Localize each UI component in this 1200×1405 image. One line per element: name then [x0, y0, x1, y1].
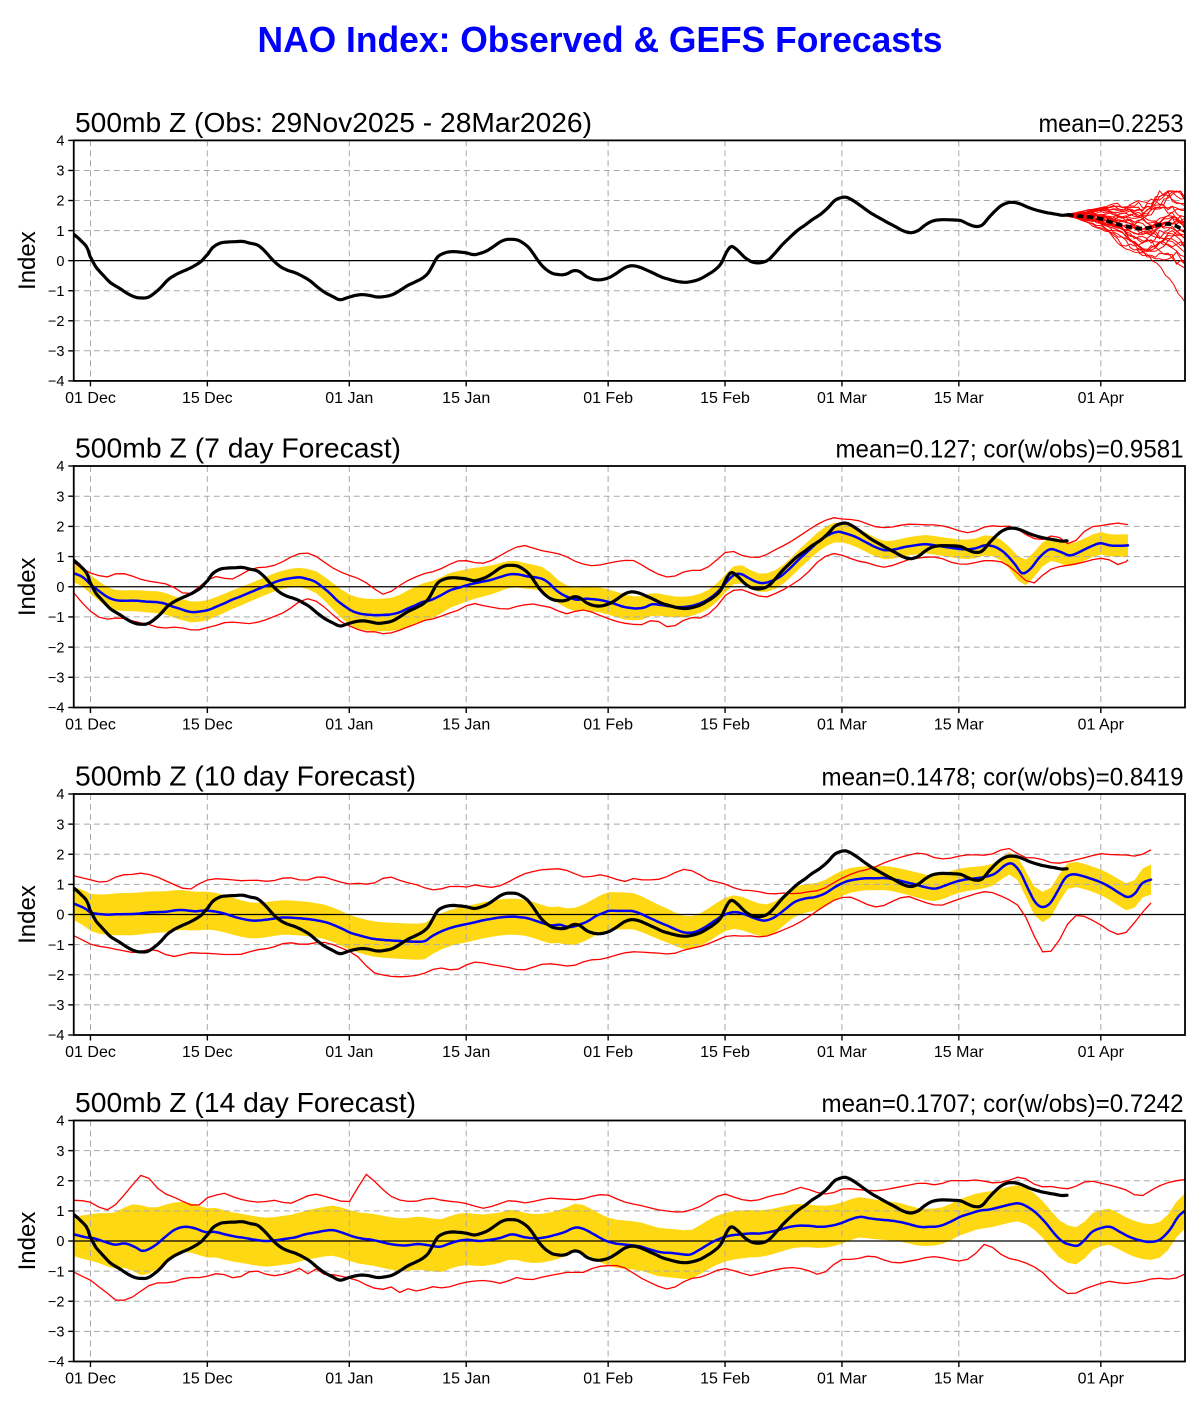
- svg-text:4: 4: [56, 459, 64, 475]
- svg-text:01 Dec: 01 Dec: [65, 717, 116, 734]
- svg-text:01 Mar: 01 Mar: [817, 717, 867, 734]
- svg-text:0: 0: [56, 254, 64, 270]
- svg-text:01 Dec: 01 Dec: [65, 1371, 116, 1388]
- svg-text:15 Feb: 15 Feb: [700, 1044, 750, 1061]
- svg-text:−1: −1: [48, 1264, 65, 1280]
- svg-text:500mb Z (10 day Forecast): 500mb Z (10 day Forecast): [75, 761, 416, 792]
- svg-text:−3: −3: [48, 344, 65, 360]
- svg-text:01 Mar: 01 Mar: [817, 390, 867, 407]
- svg-text:15 Dec: 15 Dec: [182, 1044, 233, 1061]
- svg-text:01 Mar: 01 Mar: [817, 1371, 867, 1388]
- svg-text:01 Feb: 01 Feb: [583, 1371, 633, 1388]
- svg-text:−4: −4: [48, 701, 65, 717]
- svg-text:15 Feb: 15 Feb: [700, 717, 750, 734]
- svg-text:−3: −3: [48, 1325, 65, 1341]
- svg-text:01 Dec: 01 Dec: [65, 1044, 116, 1061]
- svg-text:−4: −4: [48, 1028, 65, 1044]
- svg-text:01 Feb: 01 Feb: [583, 1044, 633, 1061]
- svg-text:3: 3: [56, 489, 64, 505]
- svg-text:3: 3: [56, 1144, 64, 1160]
- svg-text:01 Jan: 01 Jan: [325, 717, 373, 734]
- svg-text:2: 2: [56, 1174, 64, 1190]
- svg-text:15 Dec: 15 Dec: [182, 1371, 233, 1388]
- svg-text:−1: −1: [48, 284, 65, 300]
- svg-text:500mb Z (7 day Forecast): 500mb Z (7 day Forecast): [75, 433, 401, 464]
- svg-text:Index: Index: [14, 557, 41, 616]
- svg-text:01 Mar: 01 Mar: [817, 1044, 867, 1061]
- svg-text:15 Mar: 15 Mar: [934, 390, 984, 407]
- svg-text:1: 1: [56, 224, 64, 240]
- svg-text:4: 4: [56, 134, 64, 150]
- svg-text:01 Apr: 01 Apr: [1078, 390, 1125, 407]
- svg-text:01 Feb: 01 Feb: [583, 717, 633, 734]
- svg-text:Index: Index: [14, 1212, 41, 1271]
- svg-text:−4: −4: [48, 1355, 65, 1371]
- svg-text:3: 3: [56, 164, 64, 180]
- svg-text:01 Jan: 01 Jan: [325, 1371, 373, 1388]
- svg-text:500mb Z (Obs: 29Nov2025 - 28Ma: 500mb Z (Obs: 29Nov2025 - 28Mar2026): [75, 107, 592, 138]
- svg-text:15 Dec: 15 Dec: [182, 390, 233, 407]
- svg-text:15 Mar: 15 Mar: [934, 1044, 984, 1061]
- svg-text:−1: −1: [48, 938, 65, 954]
- svg-text:2: 2: [56, 520, 64, 536]
- svg-text:3: 3: [56, 817, 64, 833]
- svg-text:2: 2: [56, 848, 64, 864]
- svg-text:15 Mar: 15 Mar: [934, 1371, 984, 1388]
- svg-text:15 Feb: 15 Feb: [700, 1371, 750, 1388]
- svg-text:15 Dec: 15 Dec: [182, 717, 233, 734]
- svg-text:500mb Z (14 day Forecast): 500mb Z (14 day Forecast): [75, 1087, 416, 1118]
- svg-text:Index: Index: [14, 885, 41, 944]
- svg-text:15 Feb: 15 Feb: [700, 390, 750, 407]
- svg-text:−2: −2: [48, 640, 65, 656]
- svg-text:1: 1: [56, 1204, 64, 1220]
- svg-text:4: 4: [56, 787, 64, 803]
- svg-text:−3: −3: [48, 671, 65, 687]
- svg-text:0: 0: [56, 908, 64, 924]
- svg-text:0: 0: [56, 580, 64, 596]
- svg-text:mean=0.1707; cor(w/obs)=0.7242: mean=0.1707; cor(w/obs)=0.7242: [822, 1090, 1184, 1118]
- svg-text:01 Jan: 01 Jan: [325, 1044, 373, 1061]
- svg-text:01 Apr: 01 Apr: [1078, 1044, 1125, 1061]
- svg-text:15 Jan: 15 Jan: [442, 717, 490, 734]
- svg-text:01 Apr: 01 Apr: [1078, 1371, 1125, 1388]
- svg-text:−3: −3: [48, 998, 65, 1014]
- svg-text:mean=0.127; cor(w/obs)=0.9581: mean=0.127; cor(w/obs)=0.9581: [836, 436, 1184, 464]
- svg-text:2: 2: [56, 194, 64, 210]
- svg-text:15 Jan: 15 Jan: [442, 1371, 490, 1388]
- svg-text:−2: −2: [48, 1295, 65, 1311]
- svg-text:01 Jan: 01 Jan: [325, 390, 373, 407]
- svg-text:−4: −4: [48, 374, 65, 390]
- svg-text:−1: −1: [48, 610, 65, 626]
- svg-text:15 Jan: 15 Jan: [442, 1044, 490, 1061]
- svg-text:15 Mar: 15 Mar: [934, 717, 984, 734]
- svg-text:Index: Index: [14, 231, 41, 290]
- svg-text:−2: −2: [48, 314, 65, 330]
- svg-text:1: 1: [56, 878, 64, 894]
- svg-text:0: 0: [56, 1234, 64, 1250]
- svg-text:−2: −2: [48, 968, 65, 984]
- svg-text:mean=0.1478; cor(w/obs)=0.8419: mean=0.1478; cor(w/obs)=0.8419: [822, 764, 1184, 792]
- svg-text:4: 4: [56, 1114, 64, 1130]
- svg-text:15 Jan: 15 Jan: [442, 390, 490, 407]
- svg-text:01 Feb: 01 Feb: [583, 390, 633, 407]
- svg-text:NAO Index: Observed & GEFS For: NAO Index: Observed & GEFS Forecasts: [258, 19, 943, 60]
- svg-text:01 Apr: 01 Apr: [1078, 717, 1125, 734]
- svg-text:1: 1: [56, 550, 64, 566]
- svg-text:01 Dec: 01 Dec: [65, 390, 116, 407]
- svg-text:mean=0.2253: mean=0.2253: [1039, 110, 1184, 138]
